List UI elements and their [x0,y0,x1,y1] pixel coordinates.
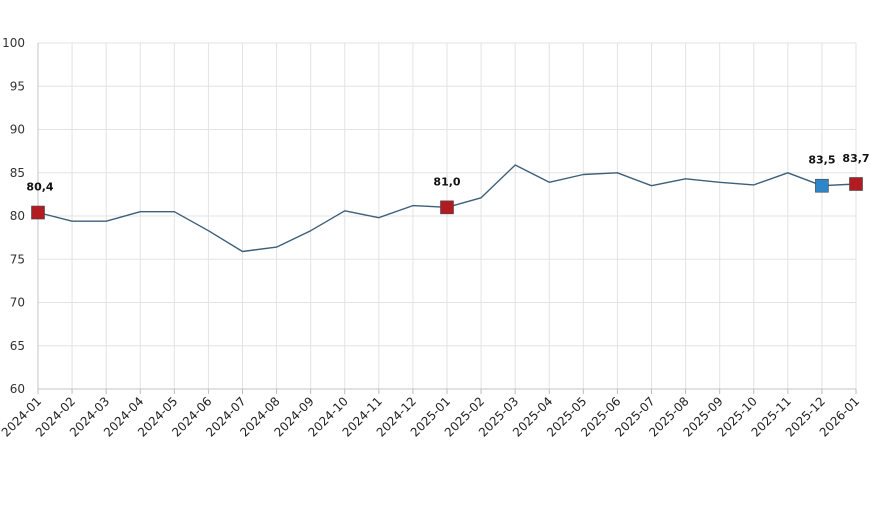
data-labels: 80,4 81,0 83,5 83,7 [26,152,869,194]
data-label: 81,0 [433,175,460,188]
y-tick-labels: 60 65 70 75 80 85 90 95 100 [2,36,25,396]
y-tick-label: 95 [10,79,25,93]
y-tick-label: 65 [10,339,25,353]
data-point-marker [440,200,454,215]
grid [37,42,857,390]
y-tick-label: 80 [10,209,25,223]
data-label: 83,7 [842,152,869,165]
x-tick-labels: 2024-012024-022024-032024-042024-052024-… [0,394,862,439]
data-point-marker [815,178,829,193]
y-tick-label: 90 [10,123,25,137]
data-point-marker [31,205,45,220]
data-label: 80,4 [26,181,53,194]
y-tick-label: 60 [10,382,25,396]
y-tick-label: 75 [10,252,25,266]
data-point-marker [849,177,863,191]
highlight-markers [31,177,863,220]
y-tick-label: 85 [10,166,25,180]
data-label: 83,5 [808,154,835,167]
y-tick-label: 70 [10,296,25,310]
y-tick-label: 100 [2,36,25,50]
